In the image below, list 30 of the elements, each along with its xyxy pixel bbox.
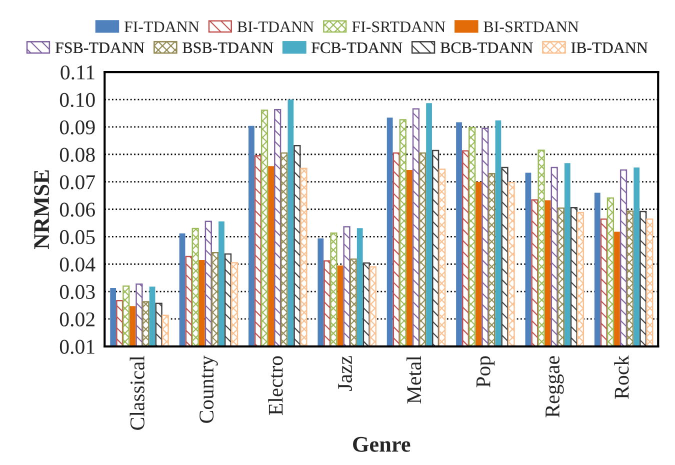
x-axis-title: Genre	[353, 436, 410, 452]
y-tick-label: 0.06	[60, 202, 95, 217]
x-tick-label: Country	[200, 356, 218, 423]
x-tick-label: Metal	[406, 356, 422, 404]
legend-label: FI-TDANN	[124, 22, 200, 32]
y-tick-label: 0.07	[60, 175, 95, 190]
x-tick-label: Rock	[614, 355, 629, 399]
x-tick-label: Classical	[130, 356, 144, 430]
y-tick-label: 0.04	[60, 257, 96, 272]
legend-label: BI-SRTDANN	[484, 21, 579, 32]
x-tick-label: Jazz	[338, 356, 352, 391]
legend-label: FCB-TDANN	[312, 42, 402, 54]
y-tick-label: 0.10	[60, 92, 95, 108]
x-tick-label: Pop	[476, 356, 495, 388]
y-tick-label: 0.05	[60, 230, 95, 244]
y-axis-title: NRMSE	[34, 170, 50, 249]
y-tick-label: 0.09	[60, 120, 95, 134]
legend-label: BCB-TDANN	[440, 42, 533, 54]
y-tick-label: 0.01	[60, 340, 94, 354]
legend-label: BSB-TDANN	[182, 42, 274, 54]
x-tick-label: Electro	[268, 356, 283, 416]
legend-label: FSB-TDANN	[55, 42, 144, 54]
legend-label: IB-TDANN	[571, 42, 648, 54]
y-tick-label: 0.08	[60, 148, 95, 162]
x-tick-label: Reggae	[546, 356, 564, 418]
legend-label: FI-SRTDANN	[352, 21, 446, 32]
y-tick-label: 0.03	[60, 284, 95, 300]
legend-label: BI-TDANN	[237, 22, 314, 32]
y-tick-label: 0.02	[60, 312, 94, 327]
y-tick-label: 0.11	[60, 65, 94, 80]
